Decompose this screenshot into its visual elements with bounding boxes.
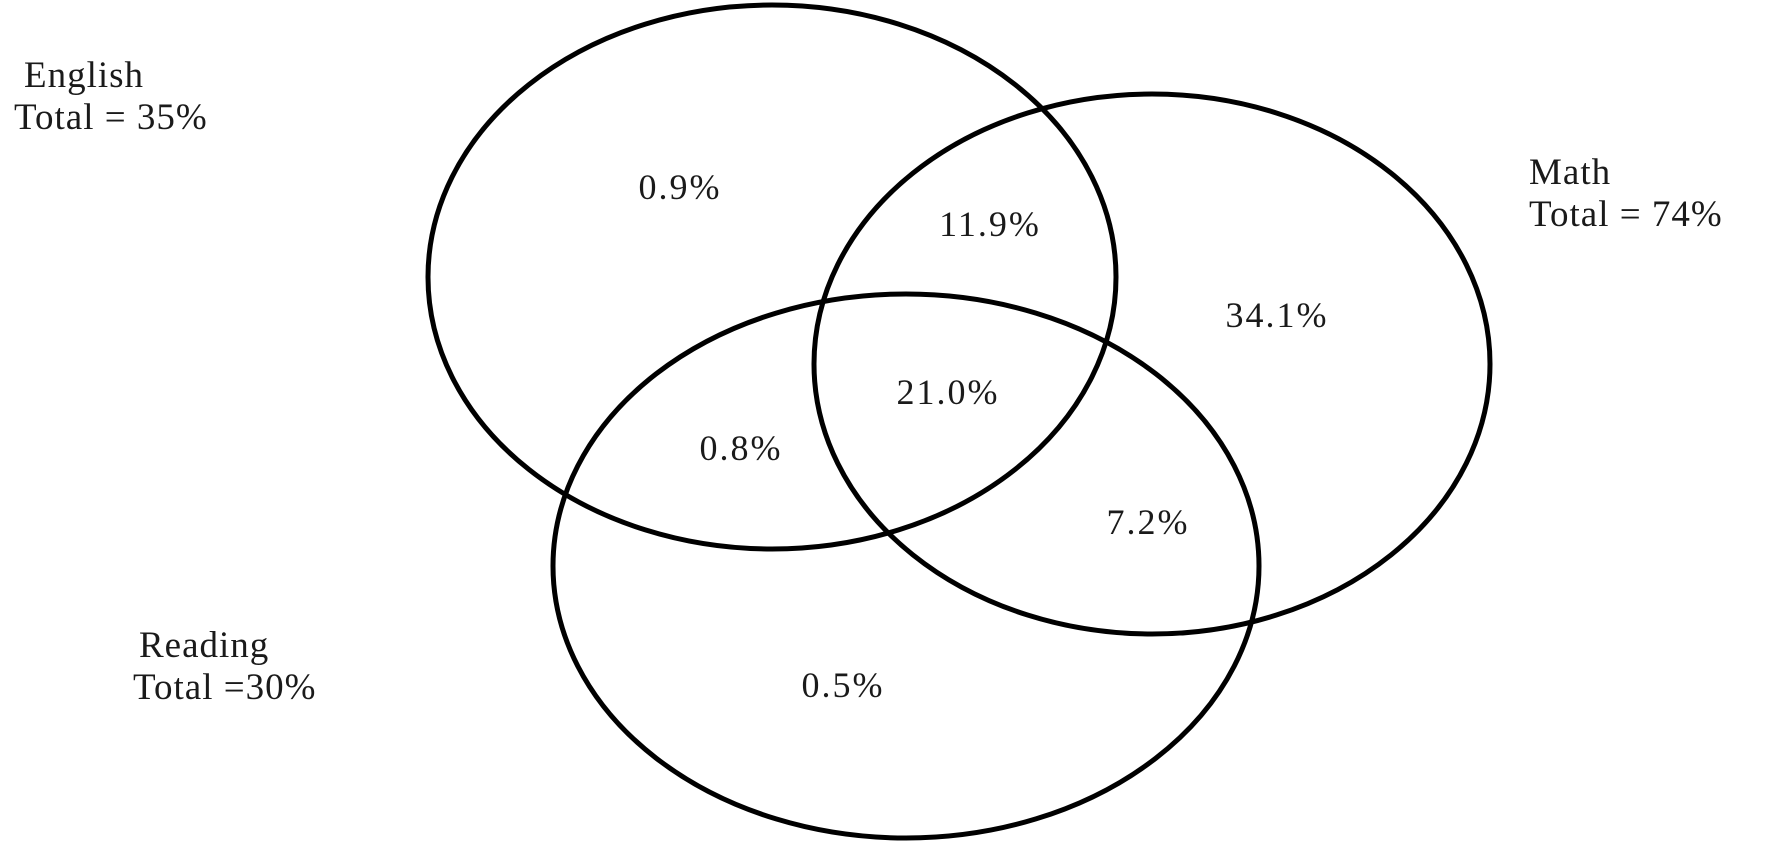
english-circle	[425, 2, 1119, 552]
region-english-only: 0.9%	[639, 167, 722, 207]
reading-total: Total =30%	[133, 667, 317, 708]
region-english-math: 11.9%	[939, 204, 1041, 244]
math-total: Total = 74%	[1529, 194, 1723, 235]
math-set-label: Math Total = 74%	[1529, 152, 1723, 236]
reading-set-label: Reading Total =30%	[133, 625, 316, 709]
region-math-reading: 7.2%	[1107, 502, 1190, 542]
reading-name: Reading	[139, 625, 270, 666]
math-circle	[811, 91, 1493, 637]
region-all-three: 21.0%	[897, 372, 1000, 412]
math-name: Math	[1529, 152, 1612, 193]
region-reading-only: 0.5%	[802, 665, 885, 705]
english-total: Total = 35%	[14, 97, 208, 138]
english-set-label: English Total = 35%	[14, 55, 208, 139]
english-name: English	[24, 55, 145, 96]
region-english-reading: 0.8%	[700, 428, 783, 468]
reading-circle	[550, 291, 1262, 841]
region-math-only: 34.1%	[1226, 295, 1329, 335]
